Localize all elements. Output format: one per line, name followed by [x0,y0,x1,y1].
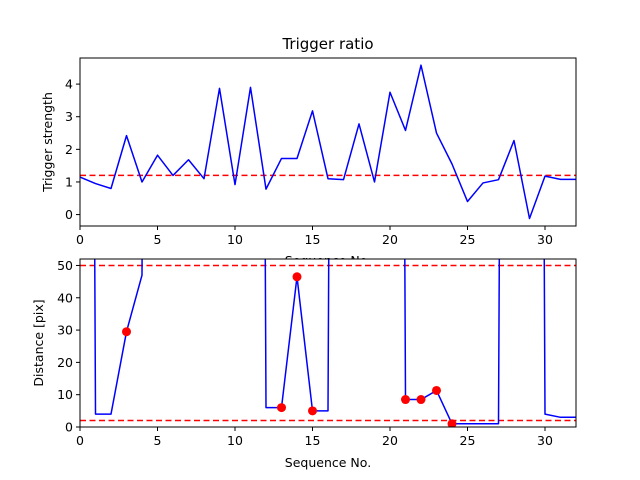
bottom-axes-frame [79,258,577,428]
top-y-tick-label: 2 [65,142,73,157]
top-x-tick-label: 10 [227,232,243,247]
bottom-y-axis-label: Distance [pix] [31,299,46,386]
top-y-tick-label: 1 [65,174,73,189]
top-x-tick-label: 25 [460,232,476,247]
bottom-y-tick-label: 50 [57,258,73,273]
bottom-axis-ticks: 0 5 10 15 20 25 30 0 10 20 30 40 50 [57,258,553,448]
bottom-x-axis-label: Sequence No. [285,455,371,470]
bottom-data-marker [401,395,410,405]
bottom-data-marker [432,385,441,395]
top-x-tick-label: 15 [305,232,321,247]
bottom-x-tick-label: 30 [537,433,553,448]
top-y-axis-label: Trigger strength [40,92,55,193]
top-axes-frame [79,57,577,227]
bottom-y-tick-label: 30 [57,323,73,338]
bottom-data-marker [416,395,426,405]
bottom-data-marker [308,406,317,416]
top-chart-title: Trigger ratio [281,35,373,53]
top-series-line-0 [80,64,576,220]
bottom-data-marker [122,327,131,337]
bottom-x-tick-label: 20 [382,433,398,448]
bottom-y-tick-label: 40 [57,290,73,305]
bottom-data-marker [292,272,302,282]
top-y-tick-label: 4 [65,77,73,92]
bottom-data-marker [447,419,457,427]
bottom-x-tick-label: 5 [154,433,162,448]
bottom-y-tick-label: 10 [57,387,73,402]
bottom-y-tick-label: 0 [65,420,73,435]
top-x-tick-label: 0 [76,232,84,247]
bottom-x-tick-label: 0 [76,433,84,448]
bottom-x-tick-label: 10 [227,433,243,448]
top-y-tick-label: 0 [65,207,73,222]
top-axis-ticks: 0 5 10 15 20 25 30 0 1 2 3 4 [65,77,553,247]
bottom-x-tick-label: 25 [460,433,476,448]
top-x-tick-label: 20 [382,232,398,247]
top-x-tick-label: 5 [154,232,162,247]
bottom-data-marker [277,403,286,413]
bottom-x-tick-label: 15 [305,433,321,448]
top-series-layer [80,64,576,220]
bottom-y-tick-label: 20 [57,355,73,370]
bottom-panel: 0 5 10 15 20 25 30 0 10 20 30 40 50 Sequence No. Dis… [31,258,577,470]
bottom-series-layer [94,259,576,427]
top-y-tick-label: 3 [65,109,73,124]
top-x-tick-label: 30 [537,232,553,247]
